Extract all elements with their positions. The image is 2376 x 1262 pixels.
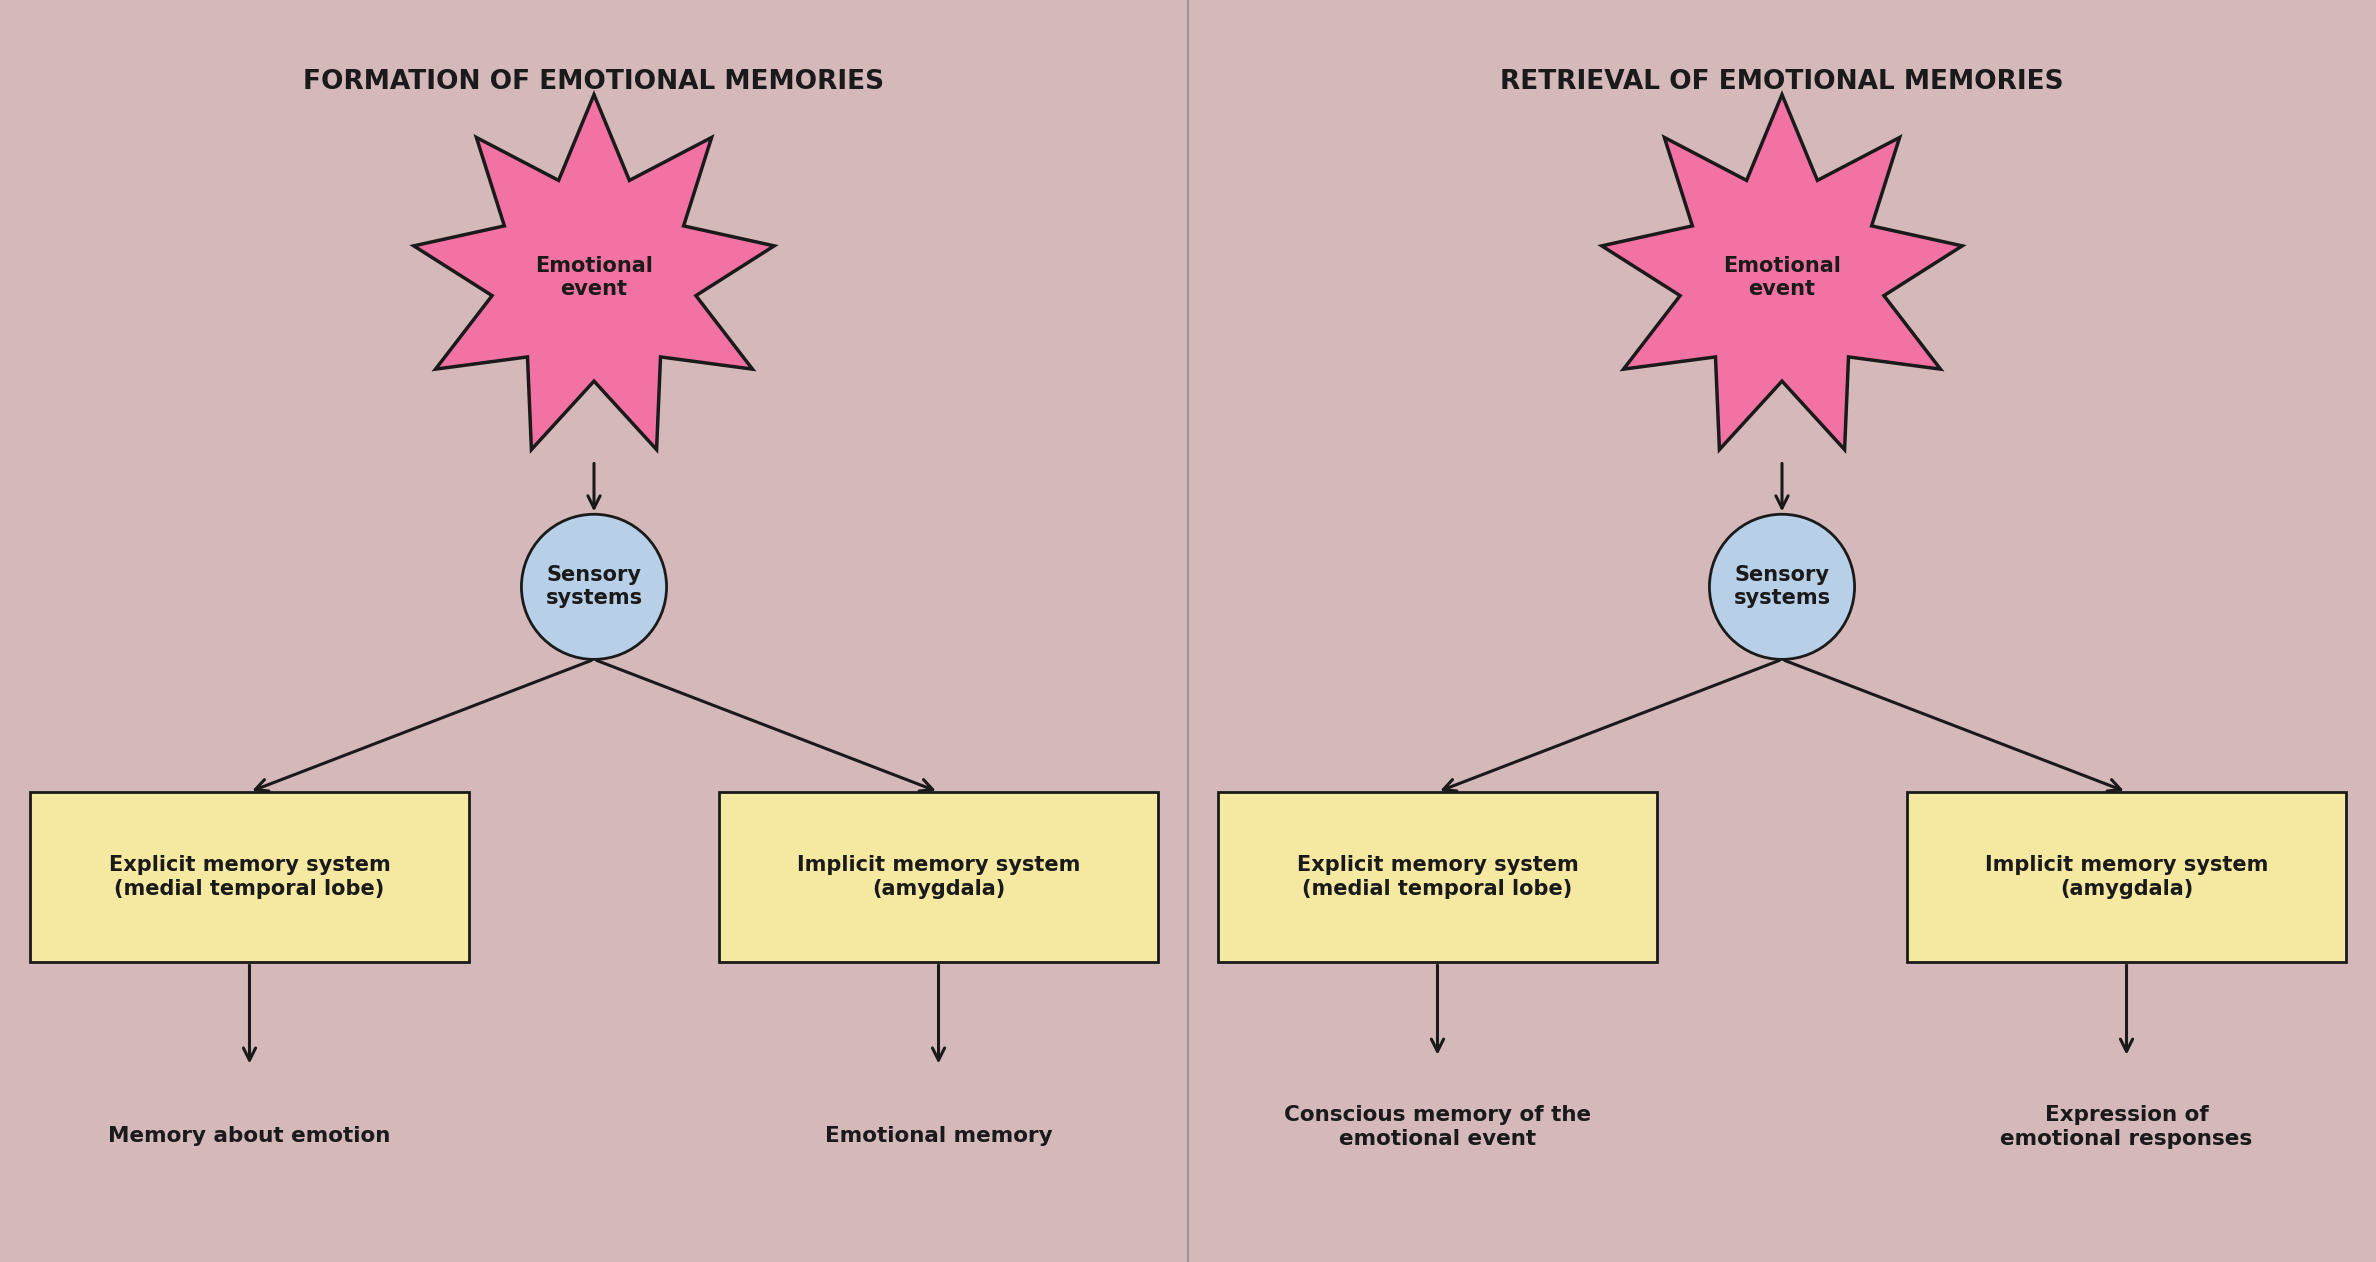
FancyBboxPatch shape — [29, 793, 470, 962]
Text: Emotional
event: Emotional event — [1723, 256, 1841, 299]
Text: FORMATION OF EMOTIONAL MEMORIES: FORMATION OF EMOTIONAL MEMORIES — [304, 69, 884, 95]
Text: Sensory
systems: Sensory systems — [546, 565, 642, 608]
FancyBboxPatch shape — [1217, 793, 1658, 962]
Text: Emotional
event: Emotional event — [535, 256, 653, 299]
Text: RETRIEVAL OF EMOTIONAL MEMORIES: RETRIEVAL OF EMOTIONAL MEMORIES — [1499, 69, 2065, 95]
Text: Sensory
systems: Sensory systems — [1734, 565, 1830, 608]
Text: Memory about emotion: Memory about emotion — [109, 1126, 390, 1146]
FancyBboxPatch shape — [1906, 793, 2347, 962]
Text: Explicit memory system
(medial temporal lobe): Explicit memory system (medial temporal … — [1297, 856, 1578, 899]
FancyBboxPatch shape — [718, 793, 1157, 962]
Text: Implicit memory system
(amygdala): Implicit memory system (amygdala) — [1984, 856, 2269, 899]
Text: Emotional memory: Emotional memory — [824, 1126, 1053, 1146]
Text: Implicit memory system
(amygdala): Implicit memory system (amygdala) — [796, 856, 1081, 899]
Polygon shape — [413, 95, 775, 449]
Ellipse shape — [1708, 514, 1856, 659]
Text: Explicit memory system
(medial temporal lobe): Explicit memory system (medial temporal … — [109, 856, 390, 899]
Text: Conscious memory of the
emotional event: Conscious memory of the emotional event — [1283, 1106, 1592, 1148]
Text: Expression of
emotional responses: Expression of emotional responses — [2001, 1106, 2252, 1148]
Ellipse shape — [520, 514, 668, 659]
Polygon shape — [1601, 95, 1963, 449]
